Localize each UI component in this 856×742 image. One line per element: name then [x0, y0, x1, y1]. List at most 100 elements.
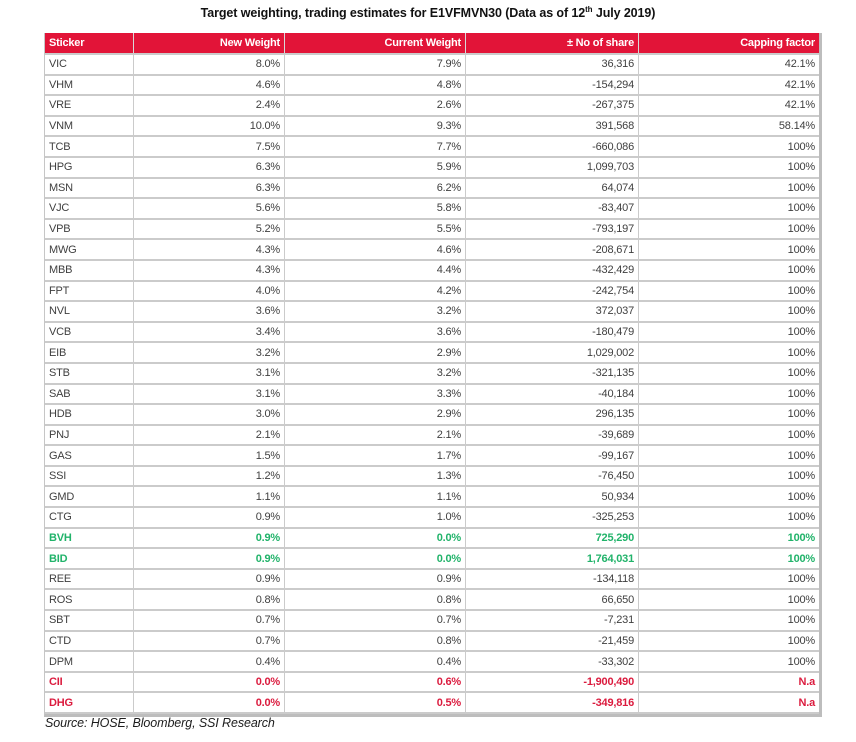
cell-no-of-share: 296,135 [466, 405, 639, 424]
cell-new-weight: 3.1% [134, 363, 285, 383]
cell-sticker: VPB [45, 219, 134, 239]
column-header-current-weight: Current Weight [285, 33, 466, 53]
cell-sticker: EIB [45, 343, 134, 362]
cell-sticker: TCB [45, 137, 134, 156]
table-row: SSI 1.2% 1.3% -76,450 100% [45, 466, 819, 488]
cell-no-of-share: 372,037 [466, 302, 639, 321]
table-row: VPB 5.2% 5.5% -793,197 100% [45, 219, 819, 241]
cell-no-of-share: -83,407 [466, 199, 639, 218]
cell-new-weight: 7.5% [134, 137, 285, 156]
cell-current-weight: 4.4% [285, 260, 466, 280]
cell-current-weight: 0.7% [285, 611, 466, 630]
cell-no-of-share: -660,086 [466, 137, 639, 156]
table-row: VCB 3.4% 3.6% -180,479 100% [45, 322, 819, 344]
cell-no-of-share: -242,754 [466, 281, 639, 301]
cell-current-weight: 7.7% [285, 137, 466, 156]
cell-current-weight: 1.7% [285, 446, 466, 465]
cell-sticker: VHM [45, 75, 134, 95]
table-row: REE 0.9% 0.9% -134,118 100% [45, 569, 819, 591]
cell-capping-factor: 100% [787, 161, 816, 174]
cell-new-weight: 10.0% [134, 116, 285, 136]
table-row: HPG 6.3% 5.9% 1,099,703 100% [45, 157, 819, 179]
cell-no-of-share: -267,375 [466, 96, 639, 115]
cell-new-weight: 4.0% [134, 281, 285, 301]
cell-current-weight: 3.2% [285, 363, 466, 383]
cell-capping-factor: 100% [787, 449, 816, 462]
table-body: VIC 8.0% 7.9% 36,316 42.1% VHM 4.6% 4.8%… [45, 55, 819, 714]
cell-current-weight: 5.9% [285, 157, 466, 177]
cell-sticker: SSI [45, 466, 134, 486]
cell-capping-factor: 100% [787, 552, 816, 565]
cell-new-weight: 8.0% [134, 55, 285, 74]
cell-new-weight: 3.2% [134, 343, 285, 362]
cell-new-weight: 0.8% [134, 590, 285, 610]
table-row: VIC 8.0% 7.9% 36,316 42.1% [45, 55, 819, 76]
table-row: GAS 1.5% 1.7% -99,167 100% [45, 446, 819, 467]
cell-no-of-share: 50,934 [466, 487, 639, 507]
table-row: EIB 3.2% 2.9% 1,029,002 100% [45, 343, 819, 364]
cell-capping-factor: 42.1% [784, 78, 815, 91]
cell-capping-factor: 100% [787, 408, 816, 421]
column-header-new-weight: New Weight [134, 33, 285, 53]
cell-new-weight: 5.2% [134, 219, 285, 239]
title-text: Target weighting, trading estimates for … [200, 6, 586, 21]
cell-sticker: BID [45, 549, 134, 568]
cell-capping-factor: 100% [787, 511, 816, 524]
cell-capping-factor: 100% [787, 531, 816, 544]
cell-capping-factor: 100% [787, 223, 816, 236]
cell-capping-factor: 100% [787, 367, 816, 380]
cell-no-of-share: -76,450 [466, 466, 639, 486]
cell-sticker: CII [45, 672, 134, 692]
table-row: BID 0.9% 0.0% 1,764,031 100% [45, 549, 819, 570]
cell-current-weight: 6.2% [285, 178, 466, 198]
table-row: CTG 0.9% 1.0% -325,253 100% [45, 508, 819, 529]
cell-current-weight: 7.9% [285, 55, 466, 74]
cell-no-of-share: -1,900,490 [466, 672, 639, 692]
page-title: Target weighting, trading estimates for … [0, 5, 856, 20]
table-row: SBT 0.7% 0.7% -7,231 100% [45, 611, 819, 632]
cell-no-of-share: 391,568 [466, 116, 639, 136]
table-row: DPM 0.4% 0.4% -33,302 100% [45, 652, 819, 673]
cell-capping-factor: 100% [787, 243, 816, 256]
cell-current-weight: 0.8% [285, 590, 466, 610]
cell-capping-factor: 100% [787, 284, 816, 297]
cell-no-of-share: 64,074 [466, 178, 639, 198]
column-header-no-of-share: ± No of share [466, 33, 639, 53]
cell-no-of-share: 36,316 [466, 55, 639, 74]
table-row: MSN 6.3% 6.2% 64,074 100% [45, 178, 819, 200]
cell-current-weight: 3.6% [285, 322, 466, 342]
cell-sticker: FPT [45, 281, 134, 301]
cell-capping-factor: 100% [787, 202, 816, 215]
cell-sticker: MBB [45, 260, 134, 280]
cell-new-weight: 3.6% [134, 302, 285, 321]
cell-new-weight: 2.1% [134, 425, 285, 445]
cell-capping-factor: 100% [787, 305, 816, 318]
cell-sticker: ROS [45, 590, 134, 610]
cell-capping-factor: 100% [787, 140, 816, 153]
cell-sticker: NVL [45, 302, 134, 321]
cell-new-weight: 0.7% [134, 631, 285, 651]
table-row: SAB 3.1% 3.3% -40,184 100% [45, 384, 819, 406]
table-row: GMD 1.1% 1.1% 50,934 100% [45, 487, 819, 509]
cell-current-weight: 4.2% [285, 281, 466, 301]
cell-no-of-share: -180,479 [466, 322, 639, 342]
cell-current-weight: 0.0% [285, 549, 466, 568]
source-note: Source: HOSE, Bloomberg, SSI Research [45, 716, 275, 730]
cell-no-of-share: -208,671 [466, 240, 639, 259]
cell-no-of-share: -21,459 [466, 631, 639, 651]
cell-capping-factor: 100% [787, 614, 816, 627]
column-header-sticker: Sticker [45, 33, 134, 53]
cell-no-of-share: -39,689 [466, 425, 639, 445]
cell-no-of-share: -432,429 [466, 260, 639, 280]
cell-sticker: VCB [45, 322, 134, 342]
table-row: VRE 2.4% 2.6% -267,375 42.1% [45, 96, 819, 117]
cell-capping-factor: 100% [787, 181, 816, 194]
table-row: TCB 7.5% 7.7% -660,086 100% [45, 137, 819, 158]
cell-capping-factor: 58.14% [778, 120, 815, 133]
cell-new-weight: 3.1% [134, 384, 285, 404]
table-row: HDB 3.0% 2.9% 296,135 100% [45, 405, 819, 426]
cell-capping-factor: 100% [787, 490, 816, 503]
cell-capping-factor: N.a [798, 676, 815, 689]
cell-capping-factor: 100% [787, 326, 816, 339]
cell-current-weight: 3.3% [285, 384, 466, 404]
